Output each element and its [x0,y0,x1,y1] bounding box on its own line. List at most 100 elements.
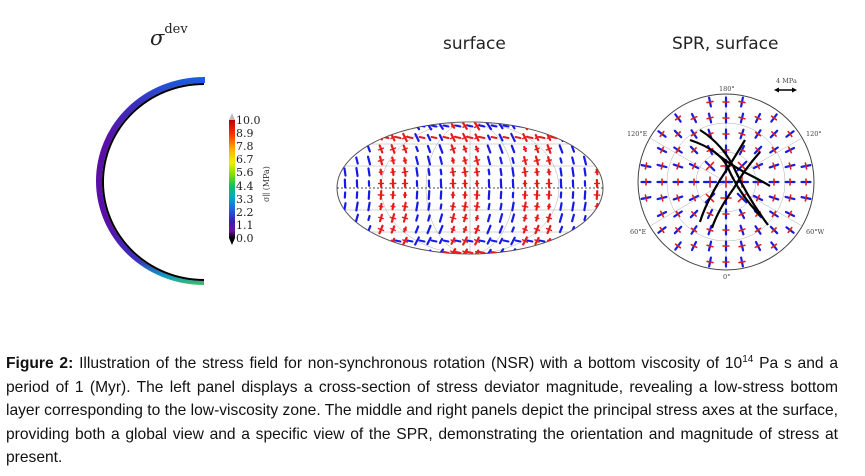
stress-axis-glyph [571,201,575,212]
stress-axis-glyph [415,155,419,166]
stress-axis-glyph [583,214,587,222]
stress-axis-glyph [510,236,516,246]
stress-axis-glyph [342,144,348,154]
stress-axis-glyph [438,237,444,245]
stress-axis-glyph [598,124,603,128]
stress-axis-glyph [770,243,778,249]
stress-axis-glyph [485,122,493,131]
stress-axis-glyph [521,170,529,174]
stress-axis-glyph [595,134,599,141]
stress-axis-glyph [754,227,762,233]
stress-axis-glyph [450,159,456,162]
stress-axis-glyph [598,136,603,139]
stress-axis-glyph [675,131,681,137]
stress-axis-glyph [389,216,397,220]
stress-axis-glyph [418,251,426,254]
stress-axis-glyph [418,136,426,139]
stress-axis-glyph [593,147,601,151]
stress-axis-glyph [462,228,468,231]
stress-axis-glyph [545,227,553,232]
stress-axis-glyph [582,133,588,142]
stress-axis-glyph [538,124,546,128]
stress-axis-glyph [487,213,491,223]
stress-axis-glyph [498,225,504,234]
figure-caption: Figure 2: Illustration of the stress fie… [6,352,838,470]
stress-axis-glyph [582,224,588,235]
spr-map-title: SPR, surface [672,34,779,54]
stress-axis-glyph [571,166,575,178]
stress-axis-glyph [562,239,570,243]
global-map [336,121,604,255]
stress-axis-glyph [478,136,486,139]
stress-axis-glyph [427,214,431,222]
stress-axis-glyph [690,243,698,249]
stress-axis-glyph [571,156,575,165]
stress-axis-glyph [389,248,397,254]
stress-axis-glyph [659,146,665,154]
stress-axis-glyph [533,123,541,129]
spr-polar-map [637,87,815,271]
stress-axis-glyph [414,133,420,142]
stress-axis-glyph [486,144,492,154]
stress-axis-glyph [341,248,349,254]
stress-axis-glyph [691,162,697,170]
stress-axis-glyph [346,136,354,139]
caption-text-1: Illustration of the stress field for non… [73,355,743,372]
stress-axis-glyph [415,145,419,153]
stress-axis-glyph [706,116,714,120]
stress-axis-glyph [644,162,648,170]
stress-axis-glyph [370,239,378,243]
colorbar-tick: 2.2 [236,205,254,219]
stress-axis-glyph [559,157,563,164]
stress-axis-glyph [526,251,534,254]
stress-axis-glyph [558,123,564,129]
stress-axis-glyph [498,213,504,223]
stress-axis-glyph [343,202,347,211]
stress-axis-glyph [366,155,372,166]
stress-axis-glyph [526,136,534,139]
stress-axis-glyph [594,144,600,154]
angle-label-lower-right: 60°W [806,228,825,236]
stress-axis-glyph [377,147,385,151]
stress-axis-glyph [401,216,409,220]
stress-axis-glyph [343,157,347,164]
stress-axis-glyph [378,237,384,245]
stress-axis-glyph [461,205,469,208]
stress-axis-glyph [390,159,396,162]
stress-axis-glyph [675,146,681,154]
stress-axis-glyph [358,124,366,128]
stress-axis-glyph [487,189,491,201]
stress-axis-glyph [558,213,564,223]
stress-axis-glyph [582,249,588,254]
stress-axis-glyph [706,260,714,264]
stress-axis-glyph [521,159,529,162]
stress-axis-glyph [511,167,515,177]
stress-axis-glyph [354,236,360,246]
stress-axis-glyph [659,226,665,234]
stress-axis-glyph [438,134,444,141]
stress-axis-glyph [583,145,587,153]
stress-axis-glyph [770,115,778,121]
stress-axis-glyph [534,205,540,208]
stress-axis-glyph [442,136,450,139]
stress-axis-glyph [514,136,522,139]
stress-axis-glyph [353,248,361,254]
stress-axis-glyph [510,213,516,223]
stress-axis-glyph [426,133,432,142]
stress-axis-glyph [450,239,456,243]
stress-axis-glyph [788,194,792,202]
stress-axis-glyph [473,227,481,232]
stress-axis-glyph [593,227,601,232]
stress-axis-glyph [534,249,540,254]
stress-axis-glyph [370,124,378,128]
stress-axis-glyph [510,144,516,154]
stress-axis-glyph [583,201,587,212]
stress-axis-glyph [570,145,576,153]
stress-axis-glyph [462,159,468,162]
stress-axis-glyph [426,236,432,246]
stress-axis-glyph [706,100,714,104]
stress-axis-glyph [546,250,552,254]
angle-label-upper-right: 120° [806,130,822,138]
stress-axis-glyph [406,239,414,243]
stress-axis-glyph [558,144,564,154]
